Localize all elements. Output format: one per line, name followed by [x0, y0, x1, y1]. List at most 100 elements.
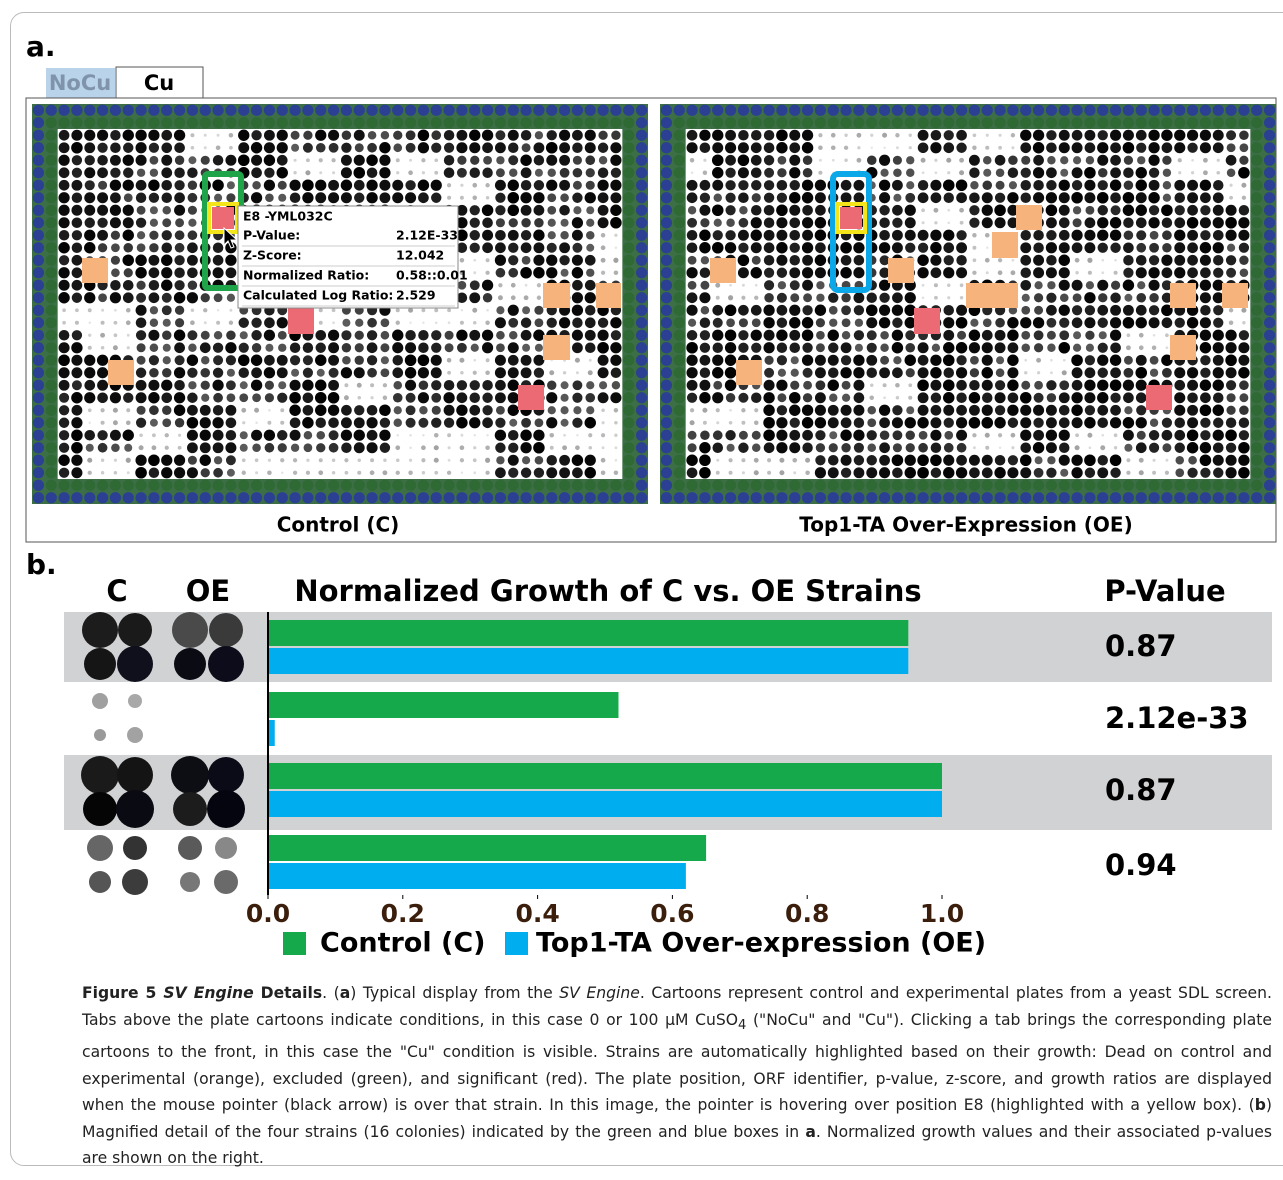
colony	[162, 331, 171, 340]
colony	[1097, 492, 1108, 503]
colony	[97, 230, 108, 241]
colony	[776, 129, 788, 141]
colony	[790, 381, 799, 390]
colony	[161, 142, 172, 153]
colony	[226, 417, 237, 428]
colony	[1114, 271, 1118, 275]
colony	[816, 343, 825, 352]
colony	[1251, 417, 1262, 428]
colony	[1059, 117, 1070, 128]
colony	[994, 480, 1005, 491]
colony	[448, 459, 451, 462]
colony	[1072, 305, 1082, 315]
legend-label: Top1-TA Over-expression (OE)	[536, 928, 986, 959]
colony	[1072, 280, 1083, 291]
colony	[152, 433, 156, 437]
colony	[72, 293, 82, 303]
colony	[1162, 317, 1173, 328]
colony	[291, 144, 299, 152]
colony	[742, 471, 745, 474]
colony	[444, 405, 455, 416]
colony	[485, 371, 489, 375]
bar	[268, 648, 908, 674]
colony	[46, 230, 57, 241]
colony	[46, 130, 57, 141]
colony	[180, 872, 200, 892]
colony	[752, 431, 761, 440]
colony	[123, 117, 134, 128]
dead-highlight	[966, 283, 1018, 308]
colony	[572, 492, 583, 503]
colony	[1101, 271, 1104, 274]
colony	[136, 368, 146, 378]
colony	[265, 381, 274, 390]
colony	[1008, 455, 1018, 465]
colony	[240, 431, 248, 439]
colony	[905, 492, 916, 503]
colony	[815, 242, 826, 253]
colony	[208, 646, 244, 682]
colony	[947, 209, 950, 212]
colony	[840, 492, 851, 503]
colony	[84, 142, 95, 153]
colony	[905, 355, 916, 366]
colony	[1161, 130, 1172, 141]
colony	[135, 105, 146, 116]
colony	[1123, 417, 1134, 428]
colony	[1264, 380, 1275, 391]
colony	[482, 280, 493, 291]
colony	[636, 330, 647, 341]
colony	[187, 355, 198, 366]
colony	[84, 648, 116, 680]
colony	[983, 169, 991, 177]
colony	[226, 355, 236, 365]
colony	[161, 167, 172, 178]
column-header: C	[106, 574, 127, 608]
colony	[738, 443, 748, 453]
colony	[790, 418, 800, 428]
colony	[101, 459, 104, 462]
colony	[548, 231, 556, 239]
colony	[485, 458, 490, 463]
colony	[613, 258, 618, 263]
colony	[46, 305, 57, 316]
colony	[1226, 406, 1235, 415]
colony	[302, 105, 313, 116]
colony	[585, 305, 595, 315]
colony	[548, 406, 556, 414]
colony	[969, 192, 980, 203]
colony	[546, 480, 557, 491]
colony	[879, 155, 890, 166]
colony	[46, 155, 57, 166]
colony	[623, 417, 634, 428]
colony	[840, 242, 852, 254]
colony	[214, 331, 222, 339]
colony	[699, 105, 710, 116]
colony	[33, 380, 44, 391]
colony	[1187, 380, 1198, 391]
colony	[457, 168, 467, 178]
colony	[844, 159, 847, 162]
colony	[1238, 480, 1249, 491]
colony	[1085, 206, 1094, 215]
caption-text: SV Engine	[163, 984, 253, 1002]
colony	[242, 471, 246, 475]
colony	[1046, 204, 1058, 216]
colony	[1124, 156, 1133, 165]
colony	[354, 442, 365, 453]
colony	[533, 192, 544, 203]
colony	[264, 168, 274, 178]
colony	[188, 230, 198, 240]
colony	[905, 417, 916, 428]
colony	[982, 342, 993, 353]
colony	[1046, 293, 1056, 303]
colony	[367, 342, 378, 353]
colony	[905, 480, 916, 491]
colony	[917, 480, 928, 491]
colony	[816, 318, 825, 327]
colony	[585, 393, 595, 403]
colony	[700, 343, 710, 353]
colony	[918, 192, 929, 203]
colony	[636, 355, 647, 366]
colony	[469, 405, 480, 416]
